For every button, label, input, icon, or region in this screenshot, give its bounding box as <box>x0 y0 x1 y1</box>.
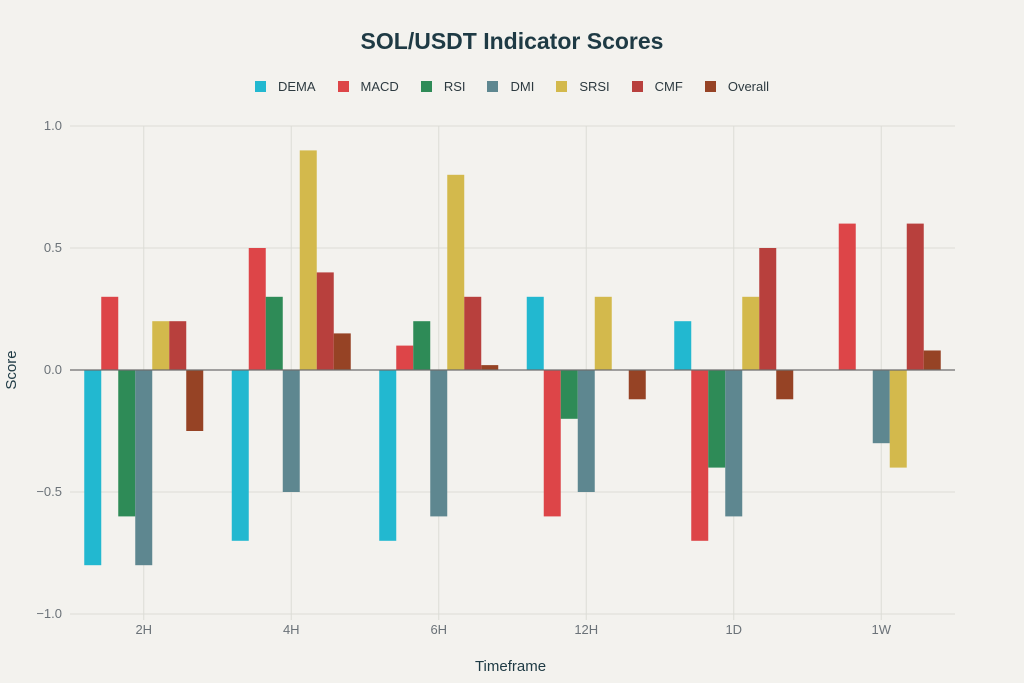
bar-cmf-6h[interactable] <box>464 296 482 370</box>
x-tick-label: 1W <box>872 622 892 637</box>
legend-item-dema[interactable]: DEMA <box>254 79 316 94</box>
bar-srsi-1w[interactable] <box>889 370 907 468</box>
y-tick-label: −0.5 <box>36 484 62 499</box>
x-tick-label: 2H <box>135 622 152 637</box>
bar-cmf-2h[interactable] <box>169 321 187 370</box>
bar-rsi-1d[interactable] <box>708 370 726 468</box>
x-tick-label: 12H <box>574 622 598 637</box>
legend-swatch <box>704 81 716 92</box>
bar-overall-4h[interactable] <box>333 333 351 370</box>
legend-swatch <box>420 81 432 92</box>
bar-dema-4h[interactable] <box>231 370 249 541</box>
bar-dema-12h[interactable] <box>526 296 544 370</box>
y-tick-label: 1.0 <box>44 118 62 133</box>
legend-swatch <box>337 81 349 92</box>
bar-overall-6h[interactable] <box>481 365 499 370</box>
bar-dmi-1d[interactable] <box>725 370 743 517</box>
y-tick-label: −1.0 <box>36 606 62 621</box>
bar-dema-1d[interactable] <box>674 321 692 370</box>
bar-rsi-4h[interactable] <box>265 296 283 370</box>
bar-dmi-4h[interactable] <box>282 370 300 492</box>
legend-item-rsi[interactable]: RSI <box>420 79 466 94</box>
x-axis-title: Timeframe <box>475 658 546 675</box>
legend-label: CMF <box>654 79 683 94</box>
legend-swatch <box>487 81 499 92</box>
bar-cmf-1w[interactable] <box>906 223 924 370</box>
bar-cmf-4h[interactable] <box>316 272 334 370</box>
bar-dema-6h[interactable] <box>379 370 397 541</box>
bar-cmf-1d[interactable] <box>759 248 777 370</box>
legend-swatch <box>631 81 643 92</box>
bar-dmi-6h[interactable] <box>430 370 448 517</box>
bar-rsi-2h[interactable] <box>118 370 136 517</box>
legend: DEMA MACD RSI DMI SRSI CMF Overall <box>0 79 1024 94</box>
legend-label: RSI <box>443 79 466 94</box>
legend-label: MACD <box>360 79 399 94</box>
bar-srsi-1d[interactable] <box>742 296 760 370</box>
bar-srsi-12h[interactable] <box>594 296 612 370</box>
bar-overall-1d[interactable] <box>776 370 794 400</box>
y-axis-title: Score <box>3 350 20 389</box>
y-tick-label: 0.0 <box>44 362 62 377</box>
bar-overall-12h[interactable] <box>628 370 646 400</box>
legend-label: DEMA <box>277 79 316 94</box>
bar-overall-1w[interactable] <box>923 350 941 370</box>
bar-macd-6h[interactable] <box>396 345 414 370</box>
bar-srsi-4h[interactable] <box>299 150 317 370</box>
x-tick-label: 6H <box>430 622 447 637</box>
bar-rsi-6h[interactable] <box>413 321 431 370</box>
legend-item-overall[interactable]: Overall <box>704 79 770 94</box>
bar-dmi-12h[interactable] <box>577 370 595 492</box>
bar-overall-2h[interactable] <box>186 370 204 431</box>
bar-rsi-12h[interactable] <box>560 370 578 419</box>
x-tick-label: 4H <box>283 622 300 637</box>
legend-item-srsi[interactable]: SRSI <box>556 79 610 94</box>
bar-dmi-1w[interactable] <box>872 370 890 444</box>
legend-label: Overall <box>727 79 770 94</box>
x-tick-label: 1D <box>725 622 742 637</box>
legend-label: DMI <box>510 79 535 94</box>
legend-swatch <box>556 81 568 92</box>
bar-macd-1w[interactable] <box>838 223 856 370</box>
bar-dmi-2h[interactable] <box>135 370 153 566</box>
legend-item-cmf[interactable]: CMF <box>631 79 683 94</box>
legend-label: SRSI <box>579 79 610 94</box>
bar-srsi-2h[interactable] <box>152 321 170 370</box>
legend-item-macd[interactable]: MACD <box>337 79 399 94</box>
bar-dema-2h[interactable] <box>84 370 102 566</box>
bar-macd-4h[interactable] <box>248 248 266 370</box>
bar-srsi-6h[interactable] <box>447 174 465 370</box>
bar-macd-12h[interactable] <box>543 370 561 517</box>
y-tick-label: 0.5 <box>44 240 62 255</box>
legend-item-dmi[interactable]: DMI <box>487 79 534 94</box>
bar-macd-1d[interactable] <box>691 370 709 541</box>
legend-swatch <box>254 81 266 92</box>
bar-macd-2h[interactable] <box>101 296 119 370</box>
chart-title: SOL/USDT Indicator Scores <box>360 28 664 54</box>
